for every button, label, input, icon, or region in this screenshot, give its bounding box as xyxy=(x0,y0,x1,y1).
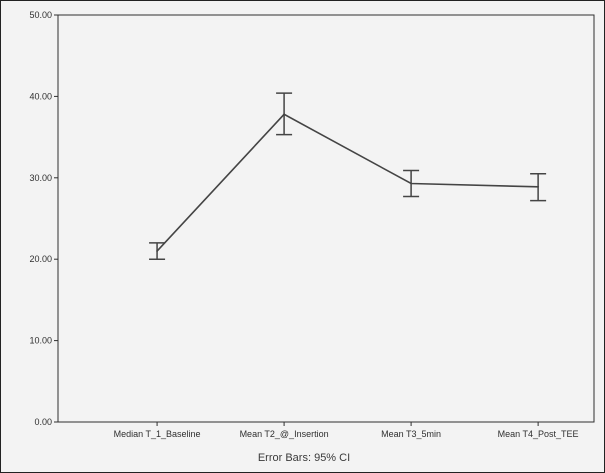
data-point xyxy=(410,182,412,185)
axes: 0.00 10.00 20.00 30.00 40.00 50.00 Median T_1_… xyxy=(29,10,578,439)
y-tick-label: 40.00 xyxy=(29,91,52,101)
series-line xyxy=(156,113,539,252)
data-point xyxy=(537,185,540,188)
plot-frame xyxy=(57,14,595,423)
series-group xyxy=(149,92,547,260)
data-point xyxy=(283,113,285,116)
y-tick-label: 20.00 xyxy=(29,254,52,264)
plot-area xyxy=(57,14,595,423)
y-tick-label: 30.00 xyxy=(29,173,52,183)
y-tick-label: 50.00 xyxy=(29,10,52,20)
y-tick-label: 10.00 xyxy=(29,336,52,346)
error-bars-note: Error Bars: 95% CI xyxy=(258,452,350,464)
data-point xyxy=(156,250,158,252)
y-tick-label: 0.00 xyxy=(34,417,52,427)
x-tick-label: Median T_1_Baseline xyxy=(114,429,201,439)
x-tick-label: Mean T4_Post_TEE xyxy=(498,429,579,439)
x-tick-label: Mean T2_@_Insertion xyxy=(240,429,329,439)
x-tick-label: Mean T3_5min xyxy=(381,429,441,439)
